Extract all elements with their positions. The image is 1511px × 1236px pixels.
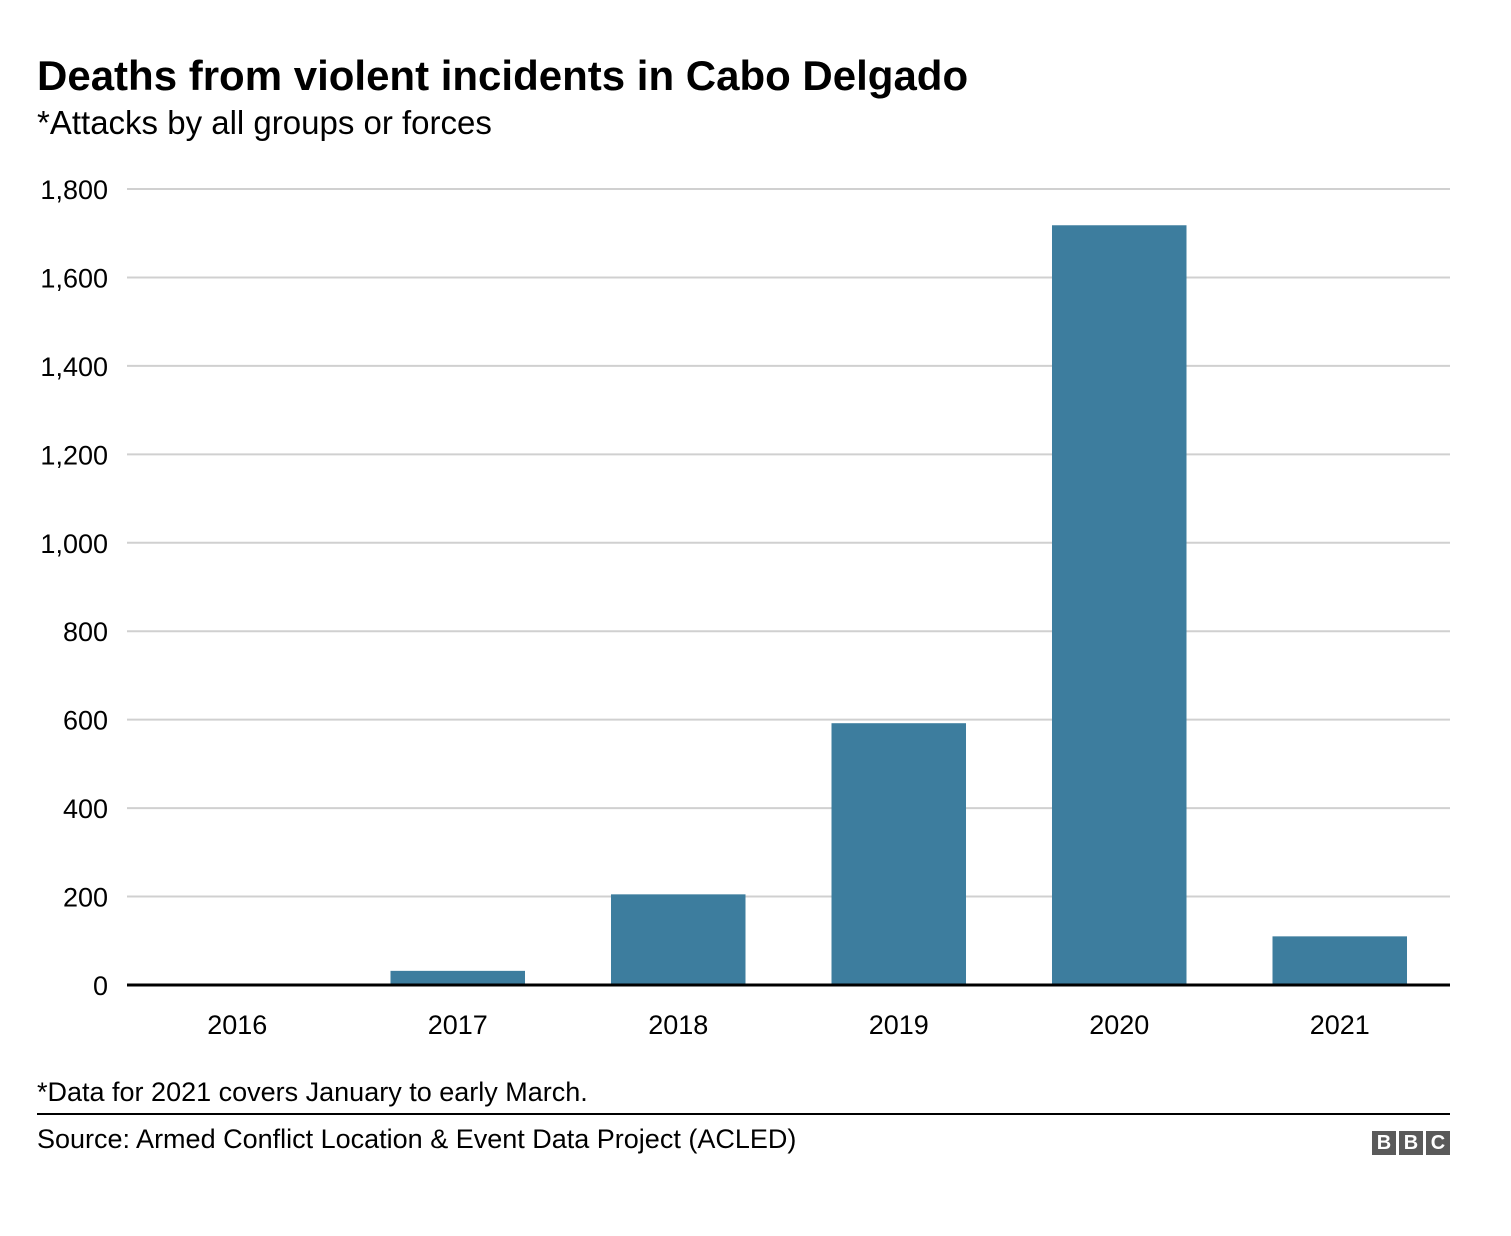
bar-2019 [831, 723, 967, 985]
bar-2020 [1051, 225, 1187, 986]
y-tick-label-200: 200 [63, 883, 108, 913]
y-tick-label-1200: 1,200 [40, 440, 108, 470]
bar-2017 [390, 970, 526, 985]
axes: 0 200 400 600 800 1,000 1,200 1,400 1,600 1,800 20… [40, 175, 1450, 1040]
y-tick-label-400: 400 [63, 794, 108, 824]
chart-subtitle: *Attacks by all groups or forces [37, 104, 492, 141]
y-tick-label-1000: 1,000 [40, 529, 108, 559]
bars [390, 225, 1408, 986]
y-tick-label-1800: 1,800 [40, 175, 108, 205]
x-tick-label-2020: 2020 [1089, 1010, 1149, 1040]
x-tick-label-2018: 2018 [648, 1010, 708, 1040]
logo-letter-2: B [1399, 1131, 1423, 1155]
footnote: *Data for 2021 covers January to early M… [37, 1077, 588, 1107]
bar-2018 [610, 894, 746, 985]
gridlines [127, 188, 1450, 898]
y-tick-label-600: 600 [63, 706, 108, 736]
x-tick-label-2017: 2017 [428, 1010, 488, 1040]
y-tick-label-1600: 1,600 [40, 263, 108, 293]
footer-divider [37, 1113, 1450, 1115]
bbc-logo: B B C [1372, 1131, 1450, 1155]
y-tick-label-1400: 1,400 [40, 352, 108, 382]
x-tick-label-2016: 2016 [207, 1010, 267, 1040]
chart-title: Deaths from violent incidents in Cabo De… [37, 52, 969, 99]
y-tick-label-0: 0 [93, 971, 108, 1001]
x-tick-label-2019: 2019 [869, 1010, 929, 1040]
bar-2021 [1272, 936, 1408, 985]
logo-letter-3: C [1426, 1131, 1450, 1155]
logo-letter-1: B [1372, 1131, 1396, 1155]
y-tick-label-800: 800 [63, 617, 108, 647]
source-text: Source: Armed Conflict Location & Event … [37, 1124, 797, 1154]
x-tick-label-2021: 2021 [1310, 1010, 1370, 1040]
